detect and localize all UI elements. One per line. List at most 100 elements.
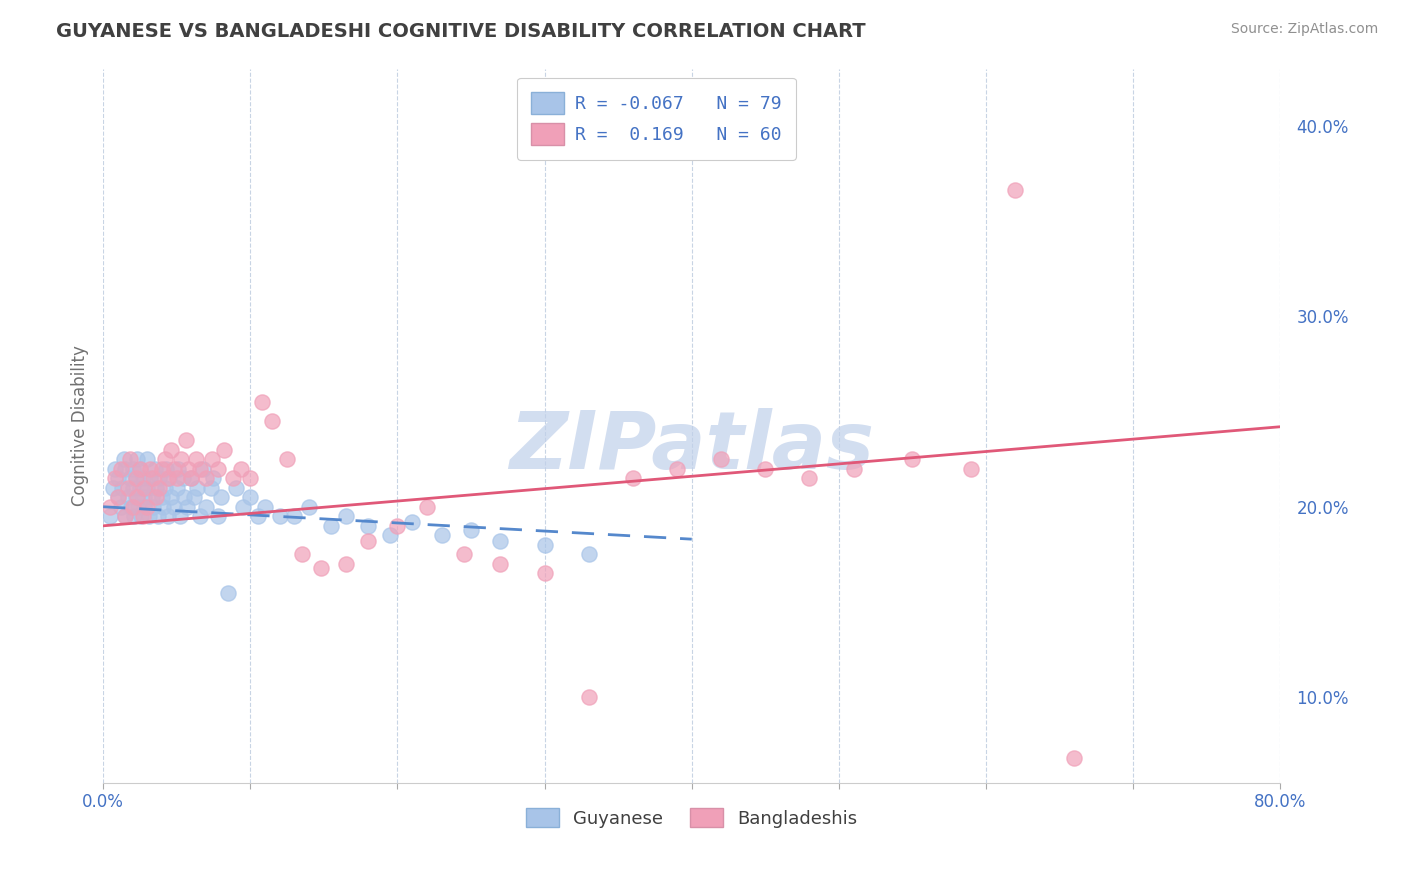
Point (217, 585, 239, 599)
Point (239, 471, 262, 485)
Point (200, 481, 222, 495)
Point (107, 490, 129, 504)
Point (176, 500, 198, 514)
Point (157, 471, 180, 485)
Point (110, 500, 132, 514)
Point (121, 481, 143, 495)
Point (1004, 184, 1026, 198)
Point (134, 500, 156, 514)
Point (153, 481, 176, 495)
Point (142, 500, 165, 514)
Point (183, 490, 205, 504)
Point (172, 471, 194, 485)
Point (129, 481, 152, 495)
Point (799, 471, 821, 485)
Point (103, 481, 125, 495)
Point (180, 471, 202, 485)
Point (173, 490, 195, 504)
Point (110, 461, 132, 475)
Point (118, 471, 141, 485)
Point (901, 452, 924, 467)
Point (195, 500, 218, 514)
Point (136, 500, 159, 514)
Point (842, 461, 865, 475)
Point (104, 471, 127, 485)
Point (166, 481, 188, 495)
Point (117, 490, 139, 504)
Point (114, 509, 136, 524)
Point (578, 690, 600, 705)
Point (153, 452, 176, 467)
Point (460, 523, 482, 537)
Point (188, 509, 211, 524)
Point (578, 548, 600, 562)
Point (148, 471, 170, 485)
Point (186, 481, 208, 495)
Point (533, 566, 555, 581)
Text: GUYANESE VS BANGLADESHI COGNITIVE DISABILITY CORRELATION CHART: GUYANESE VS BANGLADESHI COGNITIVE DISABI… (56, 22, 866, 41)
Point (489, 557, 512, 571)
Point (124, 490, 146, 504)
Point (276, 452, 298, 467)
Point (174, 433, 197, 447)
Point (148, 481, 170, 495)
Point (169, 509, 191, 524)
Text: Source: ZipAtlas.com: Source: ZipAtlas.com (1230, 22, 1378, 37)
Point (125, 452, 148, 467)
Point (253, 500, 276, 514)
Point (136, 481, 159, 495)
Legend: Guyanese, Bangladeshis: Guyanese, Bangladeshis (519, 800, 865, 835)
Y-axis label: Cognitive Disability: Cognitive Disability (72, 345, 89, 507)
Point (134, 490, 156, 504)
Point (111, 481, 134, 495)
Point (298, 500, 321, 514)
Point (112, 452, 135, 467)
Point (107, 471, 129, 485)
Point (231, 461, 253, 475)
Text: ZIPatlas: ZIPatlas (509, 409, 875, 486)
Point (232, 500, 254, 514)
Point (621, 471, 644, 485)
Point (453, 548, 475, 562)
Point (246, 509, 269, 524)
Point (710, 452, 733, 467)
Point (1063, 751, 1085, 765)
Point (159, 442, 181, 457)
Point (138, 509, 160, 524)
Point (156, 471, 179, 485)
Point (207, 461, 229, 475)
Point (250, 395, 273, 409)
Point (209, 490, 232, 504)
Point (145, 490, 167, 504)
Point (121, 461, 143, 475)
Point (207, 509, 229, 524)
Point (401, 515, 423, 529)
Point (269, 509, 291, 524)
Point (177, 461, 200, 475)
Point (416, 500, 439, 514)
Point (132, 471, 155, 485)
Point (184, 452, 207, 467)
Point (167, 461, 190, 475)
Point (131, 509, 153, 524)
Point (212, 442, 235, 457)
Point (118, 452, 141, 467)
Point (139, 471, 162, 485)
Point (166, 471, 188, 485)
Point (163, 500, 186, 514)
Point (357, 534, 380, 549)
Point (309, 560, 332, 574)
Point (132, 509, 155, 524)
Point (127, 500, 149, 514)
Point (117, 481, 139, 495)
Point (170, 452, 193, 467)
Point (489, 534, 512, 549)
Point (163, 461, 186, 475)
Point (145, 481, 167, 495)
Point (122, 509, 145, 524)
Point (155, 461, 177, 475)
Point (225, 481, 247, 495)
Point (114, 509, 136, 524)
Point (239, 490, 262, 504)
Point (378, 528, 401, 542)
